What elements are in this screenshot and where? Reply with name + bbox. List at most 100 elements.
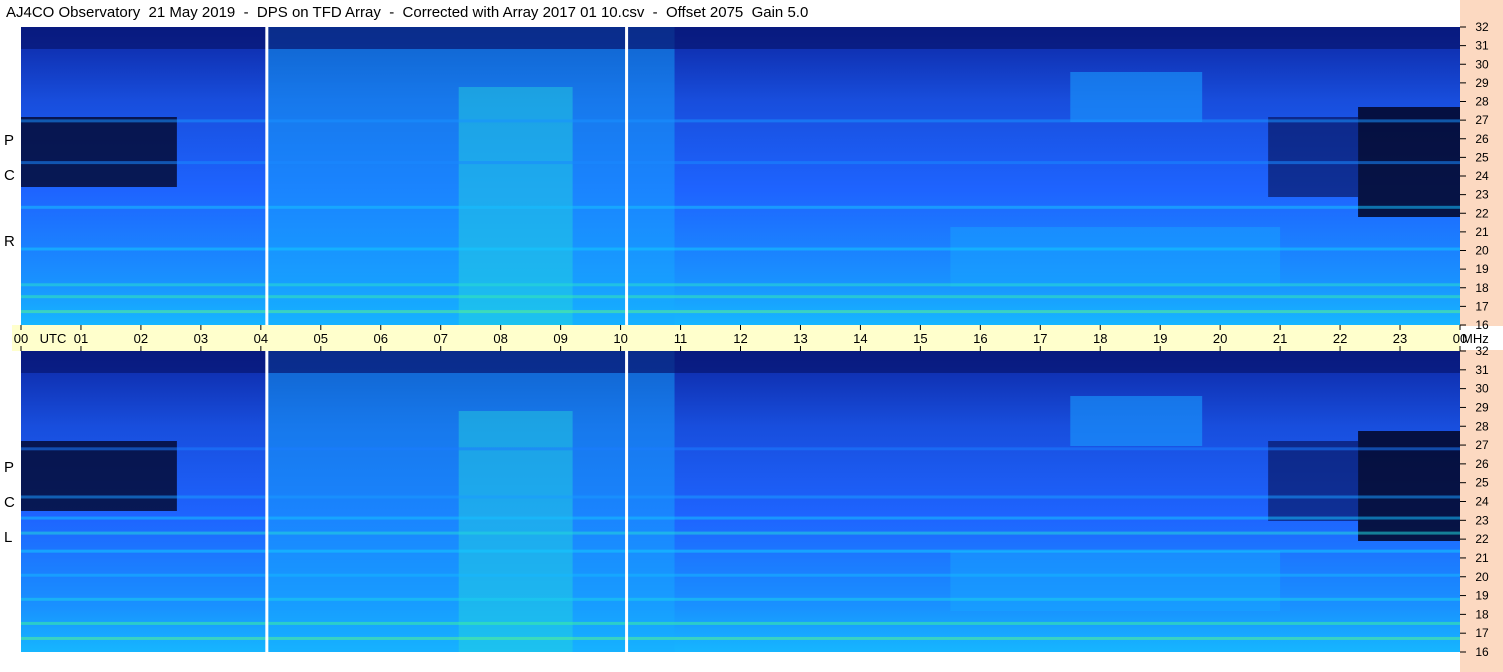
mhz-tick-label: 19 — [1475, 262, 1489, 276]
top-spectrogram — [21, 27, 1460, 325]
title-bar: AJ4CO Observatory 21 May 2019 - DPS on T… — [0, 0, 1460, 27]
mhz-tick-label: 17 — [1475, 299, 1489, 313]
high-frequency-band — [21, 27, 1460, 49]
interference-streak — [21, 597, 1460, 601]
mhz-tick-label: 21 — [1475, 225, 1489, 239]
utc-tick-label: 07 — [433, 331, 447, 346]
mhz-tick-label: 23 — [1475, 188, 1489, 202]
interference-streak — [21, 295, 1460, 299]
mhz-tick-label: 24 — [1475, 169, 1489, 183]
polarization-letter: C — [4, 167, 15, 184]
interference-streak — [21, 495, 1460, 499]
utc-tick-label: 00 — [14, 331, 28, 346]
interference-streak — [21, 283, 1460, 287]
utc-tick-label: 17 — [1033, 331, 1047, 346]
mhz-tick-label: 25 — [1475, 476, 1489, 490]
night-band — [1268, 117, 1359, 197]
bottom-spectrogram — [21, 351, 1460, 652]
mhz-tick-label: 21 — [1475, 551, 1489, 565]
daytime-band — [266, 351, 675, 652]
mhz-tick-label: 29 — [1475, 400, 1489, 414]
top-panel-label-strip: R C P — [0, 27, 21, 325]
daytime-band — [458, 411, 573, 652]
polarization-letter: R — [4, 233, 15, 250]
interference-streak — [21, 310, 1460, 314]
interference-streak — [21, 549, 1460, 553]
interference-streak — [21, 161, 1460, 165]
polarization-letter: L — [4, 529, 13, 546]
utc-tick-label: 15 — [913, 331, 927, 346]
mhz-tick-label: 22 — [1475, 532, 1489, 546]
interference-streak — [21, 205, 1460, 209]
utc-tick-label: 00 — [1453, 331, 1467, 346]
utc-tick-label: 16 — [973, 331, 987, 346]
top-frequency-axis — [1460, 0, 1503, 326]
mhz-tick-label: 32 — [1475, 344, 1489, 358]
interference-streak — [21, 247, 1460, 251]
mhz-label: MHz — [1462, 331, 1489, 346]
utc-label: UTC — [40, 331, 67, 346]
interference-streak — [21, 573, 1460, 577]
mhz-tick-label: 20 — [1475, 244, 1489, 258]
mhz-tick-label: 27 — [1475, 438, 1489, 452]
mhz-tick-label: 25 — [1475, 150, 1489, 164]
mhz-tick-label: 27 — [1475, 113, 1489, 127]
data-gap-line — [625, 351, 629, 652]
utc-tick-label: 09 — [553, 331, 567, 346]
utc-tick-label: 14 — [853, 331, 867, 346]
high-frequency-band — [21, 351, 1460, 373]
interference-streak — [21, 621, 1460, 625]
spectrogram-background — [21, 27, 1460, 325]
utc-tick-label: 08 — [493, 331, 507, 346]
utc-tick-label: 18 — [1093, 331, 1107, 346]
polarization-letter: P — [4, 459, 15, 476]
mhz-tick-label: 20 — [1475, 570, 1489, 584]
night-band — [21, 441, 177, 511]
night-band — [1268, 441, 1359, 521]
interference-streak — [21, 119, 1460, 123]
mhz-tick-label: 16 — [1475, 645, 1489, 659]
mhz-tick-label: 18 — [1475, 607, 1489, 621]
mhz-tick-label: 23 — [1475, 513, 1489, 527]
bottom-margin — [0, 652, 1460, 672]
activity-block — [1070, 396, 1203, 446]
bottom-panel-label-strip: L C P — [0, 351, 21, 652]
utc-tick-label: 13 — [793, 331, 807, 346]
activity-block — [950, 551, 1281, 611]
mhz-tick-label: 26 — [1475, 457, 1489, 471]
utc-tick-label: 12 — [733, 331, 747, 346]
mhz-tick-label: 19 — [1475, 589, 1489, 603]
mhz-tick-label: 22 — [1475, 206, 1489, 220]
utc-tick-label: 22 — [1333, 331, 1347, 346]
utc-tick-label: 21 — [1273, 331, 1287, 346]
mhz-tick-label: 32 — [1475, 20, 1489, 34]
data-gap-line — [265, 351, 269, 652]
mhz-tick-label: 17 — [1475, 626, 1489, 640]
polarization-letter: P — [4, 132, 15, 149]
interference-streak — [21, 516, 1460, 520]
interference-streak — [21, 531, 1460, 535]
utc-time-axis — [12, 325, 1460, 351]
activity-block — [950, 227, 1281, 287]
utc-tick-label: 23 — [1393, 331, 1407, 346]
bottom-frequency-axis — [1460, 350, 1503, 672]
mhz-tick-label: 26 — [1475, 132, 1489, 146]
spectrogram-background — [21, 351, 1460, 652]
utc-tick-label: 11 — [674, 331, 688, 346]
utc-tick-label: 06 — [374, 331, 388, 346]
chart-title: AJ4CO Observatory 21 May 2019 - DPS on T… — [6, 4, 809, 21]
interference-streak — [21, 447, 1460, 451]
mhz-tick-label: 28 — [1475, 95, 1489, 109]
mhz-tick-label: 31 — [1475, 363, 1489, 377]
mhz-tick-label: 28 — [1475, 419, 1489, 433]
interference-streak — [21, 636, 1460, 640]
night-band — [21, 117, 177, 187]
utc-tick-label: 19 — [1153, 331, 1167, 346]
mhz-tick-label: 29 — [1475, 76, 1489, 90]
mhz-tick-label: 24 — [1475, 495, 1489, 509]
mhz-tick-label: 31 — [1475, 39, 1489, 53]
axes: 00 01 02 03 04 05 06 07 08 09 10 11 12 13 14 15 16 17 18 19… — [14, 20, 1489, 659]
data-gap-line — [265, 27, 269, 325]
utc-tick-label: 10 — [613, 331, 627, 346]
